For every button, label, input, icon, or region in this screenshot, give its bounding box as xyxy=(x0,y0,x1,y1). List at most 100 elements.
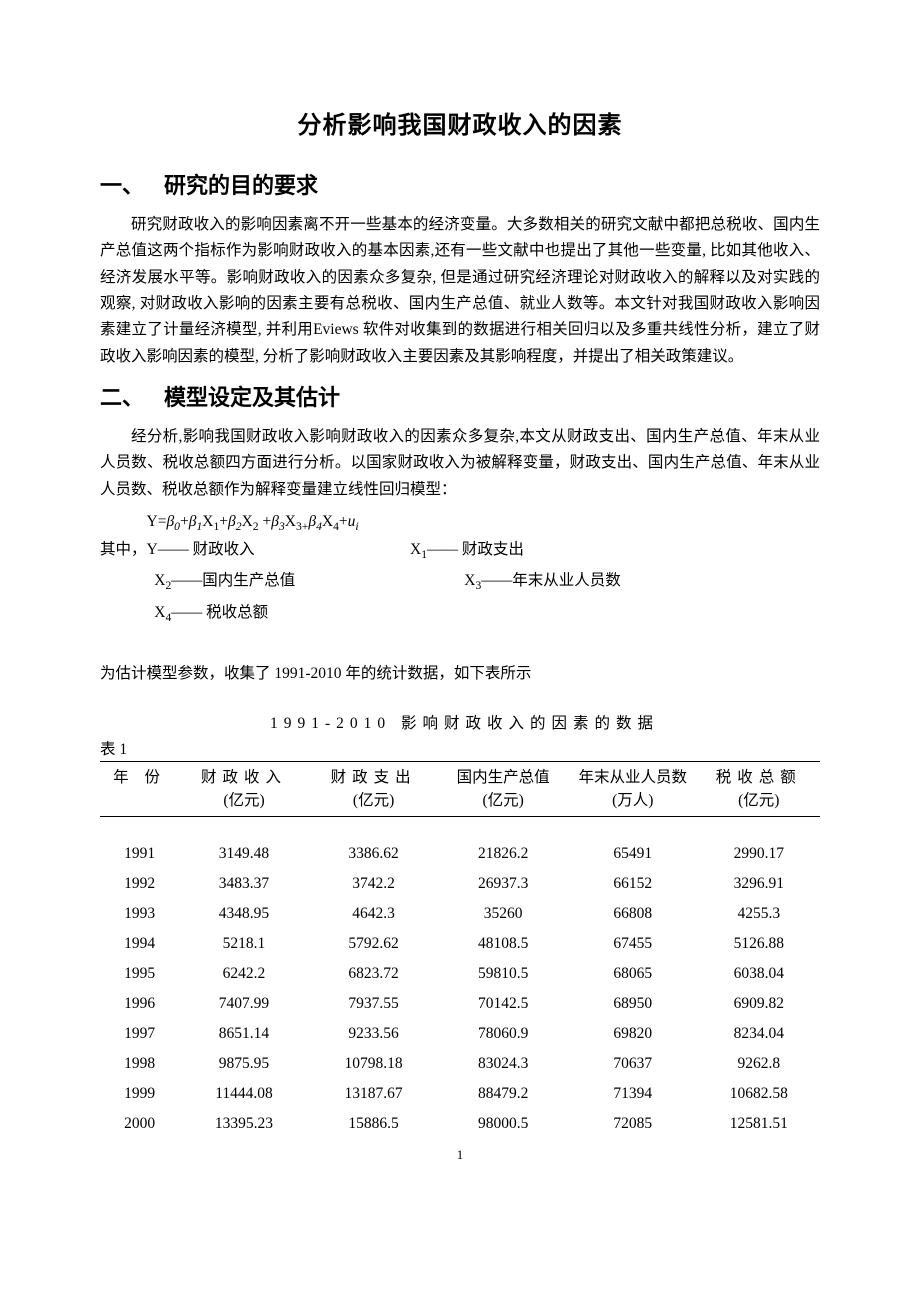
cell-revenue: 11444.08 xyxy=(179,1079,309,1109)
table-row: 2000 13395.23 15886.5 98000.5 72085 1258… xyxy=(100,1109,820,1139)
col-header-revenue: 财政收入 xyxy=(201,769,287,786)
cell-employment: 72085 xyxy=(568,1109,698,1139)
cell-year: 1992 xyxy=(100,869,179,899)
col-header-gdp: 国内生产总值 xyxy=(457,769,550,786)
cell-expenditure: 13187.67 xyxy=(309,1079,439,1109)
section-1-paragraph: 研究财政收入的影响因素离不开一些基本的经济变量。大多数相关的研究文献中都把总税收… xyxy=(100,212,820,370)
var-prefix: 其中， xyxy=(100,541,147,558)
cell-expenditure: 15886.5 xyxy=(309,1109,439,1139)
cell-tax: 8234.04 xyxy=(698,1019,820,1049)
cell-year: 1999 xyxy=(100,1079,179,1109)
table-header-row: 年 份 财政收入 (亿元) 财政支出 (亿元) 国内生产总值 (亿元) 年末从业人员数… xyxy=(100,761,820,816)
cell-gdp: 21826.2 xyxy=(438,839,568,869)
cell-gdp: 35260 xyxy=(438,899,568,929)
cell-tax: 10682.58 xyxy=(698,1079,820,1109)
table-row: 1994 5218.1 5792.62 48108.5 67455 5126.8… xyxy=(100,929,820,959)
cell-employment: 66152 xyxy=(568,869,698,899)
variable-definitions: 其中，Y—— 财政收入 X1—— 财政支出 X2——国内生产总值 X3——年末从… xyxy=(100,535,820,629)
cell-employment: 69820 xyxy=(568,1019,698,1049)
section-2-heading: 二、模型设定及其估计 xyxy=(100,380,820,412)
cell-employment: 68950 xyxy=(568,989,698,1019)
table-row: 1995 6242.2 6823.72 59810.5 68065 6038.0… xyxy=(100,959,820,989)
cell-year: 1998 xyxy=(100,1049,179,1079)
var-x1-symbol: X1 xyxy=(410,541,427,558)
cell-employment: 68065 xyxy=(568,959,698,989)
col-header-tax: 税收总额 xyxy=(716,769,802,786)
cell-gdp: 88479.2 xyxy=(438,1079,568,1109)
col-unit-gdp: (亿元) xyxy=(483,792,524,809)
col-unit-employment: (万人) xyxy=(612,792,653,809)
cell-employment: 71394 xyxy=(568,1079,698,1109)
table-row: 1998 9875.95 10798.18 83024.3 70637 9262… xyxy=(100,1049,820,1079)
table-row: 1993 4348.95 4642.3 35260 66808 4255.3 xyxy=(100,899,820,929)
col-header-expenditure: 财政支出 xyxy=(331,769,417,786)
cell-expenditure: 9233.56 xyxy=(309,1019,439,1049)
model-equation: Y=β0+β1X1+β2X2 +β3X3+β4X4+ui xyxy=(147,513,821,533)
cell-year: 1997 xyxy=(100,1019,179,1049)
cell-revenue: 5218.1 xyxy=(179,929,309,959)
cell-gdp: 48108.5 xyxy=(438,929,568,959)
document-title: 分析影响我国财政收入的因素 xyxy=(100,105,820,140)
section-2-title: 模型设定及其估计 xyxy=(164,385,340,410)
cell-year: 1993 xyxy=(100,899,179,929)
var-x4: —— 税收总额 xyxy=(171,604,268,621)
cell-employment: 70637 xyxy=(568,1049,698,1079)
table-row: 1991 3149.48 3386.62 21826.2 65491 2990.… xyxy=(100,839,820,869)
col-unit-tax: (亿元) xyxy=(738,792,779,809)
table-row: 1996 7407.99 7937.55 70142.5 68950 6909.… xyxy=(100,989,820,1019)
col-unit-expenditure: (亿元) xyxy=(353,792,394,809)
table-row: 1997 8651.14 9233.56 78060.9 69820 8234.… xyxy=(100,1019,820,1049)
col-header-year: 年 份 xyxy=(113,769,166,786)
var-x1: —— 财政支出 xyxy=(427,541,524,558)
var-y: Y—— 财政收入 xyxy=(147,541,255,558)
var-x2-symbol: X2 xyxy=(154,572,171,589)
table-label: 表 1 xyxy=(100,737,820,759)
cell-revenue: 4348.95 xyxy=(179,899,309,929)
cell-revenue: 3149.48 xyxy=(179,839,309,869)
cell-expenditure: 6823.72 xyxy=(309,959,439,989)
var-x3-symbol: X3 xyxy=(464,572,481,589)
cell-tax: 12581.51 xyxy=(698,1109,820,1139)
cell-gdp: 98000.5 xyxy=(438,1109,568,1139)
cell-revenue: 7407.99 xyxy=(179,989,309,1019)
cell-expenditure: 4642.3 xyxy=(309,899,439,929)
cell-gdp: 26937.3 xyxy=(438,869,568,899)
section-1-title: 研究的目的要求 xyxy=(164,173,318,198)
cell-gdp: 83024.3 xyxy=(438,1049,568,1079)
cell-tax: 2990.17 xyxy=(698,839,820,869)
cell-expenditure: 3742.2 xyxy=(309,869,439,899)
cell-year: 2000 xyxy=(100,1109,179,1139)
cell-tax: 4255.3 xyxy=(698,899,820,929)
cell-expenditure: 3386.62 xyxy=(309,839,439,869)
cell-revenue: 8651.14 xyxy=(179,1019,309,1049)
cell-employment: 66808 xyxy=(568,899,698,929)
cell-tax: 5126.88 xyxy=(698,929,820,959)
cell-employment: 65491 xyxy=(568,839,698,869)
table-row: 1999 11444.08 13187.67 88479.2 71394 106… xyxy=(100,1079,820,1109)
col-header-employment: 年末从业人员数 xyxy=(579,769,688,786)
section-1-number: 一、 xyxy=(100,173,144,198)
cell-revenue: 6242.2 xyxy=(179,959,309,989)
cell-gdp: 70142.5 xyxy=(438,989,568,1019)
cell-employment: 67455 xyxy=(568,929,698,959)
cell-gdp: 59810.5 xyxy=(438,959,568,989)
cell-revenue: 3483.37 xyxy=(179,869,309,899)
col-unit-revenue: (亿元) xyxy=(223,792,264,809)
section-1-heading: 一、研究的目的要求 xyxy=(100,168,820,200)
section-2-paragraph: 经分析,影响我国财政收入影响财政收入的因素众多复杂,本文从财政支出、国内生产总值… xyxy=(100,424,820,503)
cell-gdp: 78060.9 xyxy=(438,1019,568,1049)
cell-expenditure: 5792.62 xyxy=(309,929,439,959)
var-x3: ——年末从业人员数 xyxy=(481,572,621,589)
cell-year: 1995 xyxy=(100,959,179,989)
cell-tax: 6909.82 xyxy=(698,989,820,1019)
page-number: 1 xyxy=(100,1147,820,1163)
cell-year: 1991 xyxy=(100,839,179,869)
cell-tax: 6038.04 xyxy=(698,959,820,989)
var-x2: ——国内生产总值 xyxy=(171,572,295,589)
table-caption: 1991-2010 影响财政收入的因素的数据 xyxy=(270,711,820,733)
cell-revenue: 9875.95 xyxy=(179,1049,309,1079)
data-table: 年 份 财政收入 (亿元) 财政支出 (亿元) 国内生产总值 (亿元) 年末从业人员数… xyxy=(100,761,820,1139)
data-collection-note: 为估计模型参数，收集了 1991-2010 年的统计数据，如下表所示 xyxy=(100,661,820,683)
var-x4-symbol: X4 xyxy=(154,604,171,621)
cell-revenue: 13395.23 xyxy=(179,1109,309,1139)
